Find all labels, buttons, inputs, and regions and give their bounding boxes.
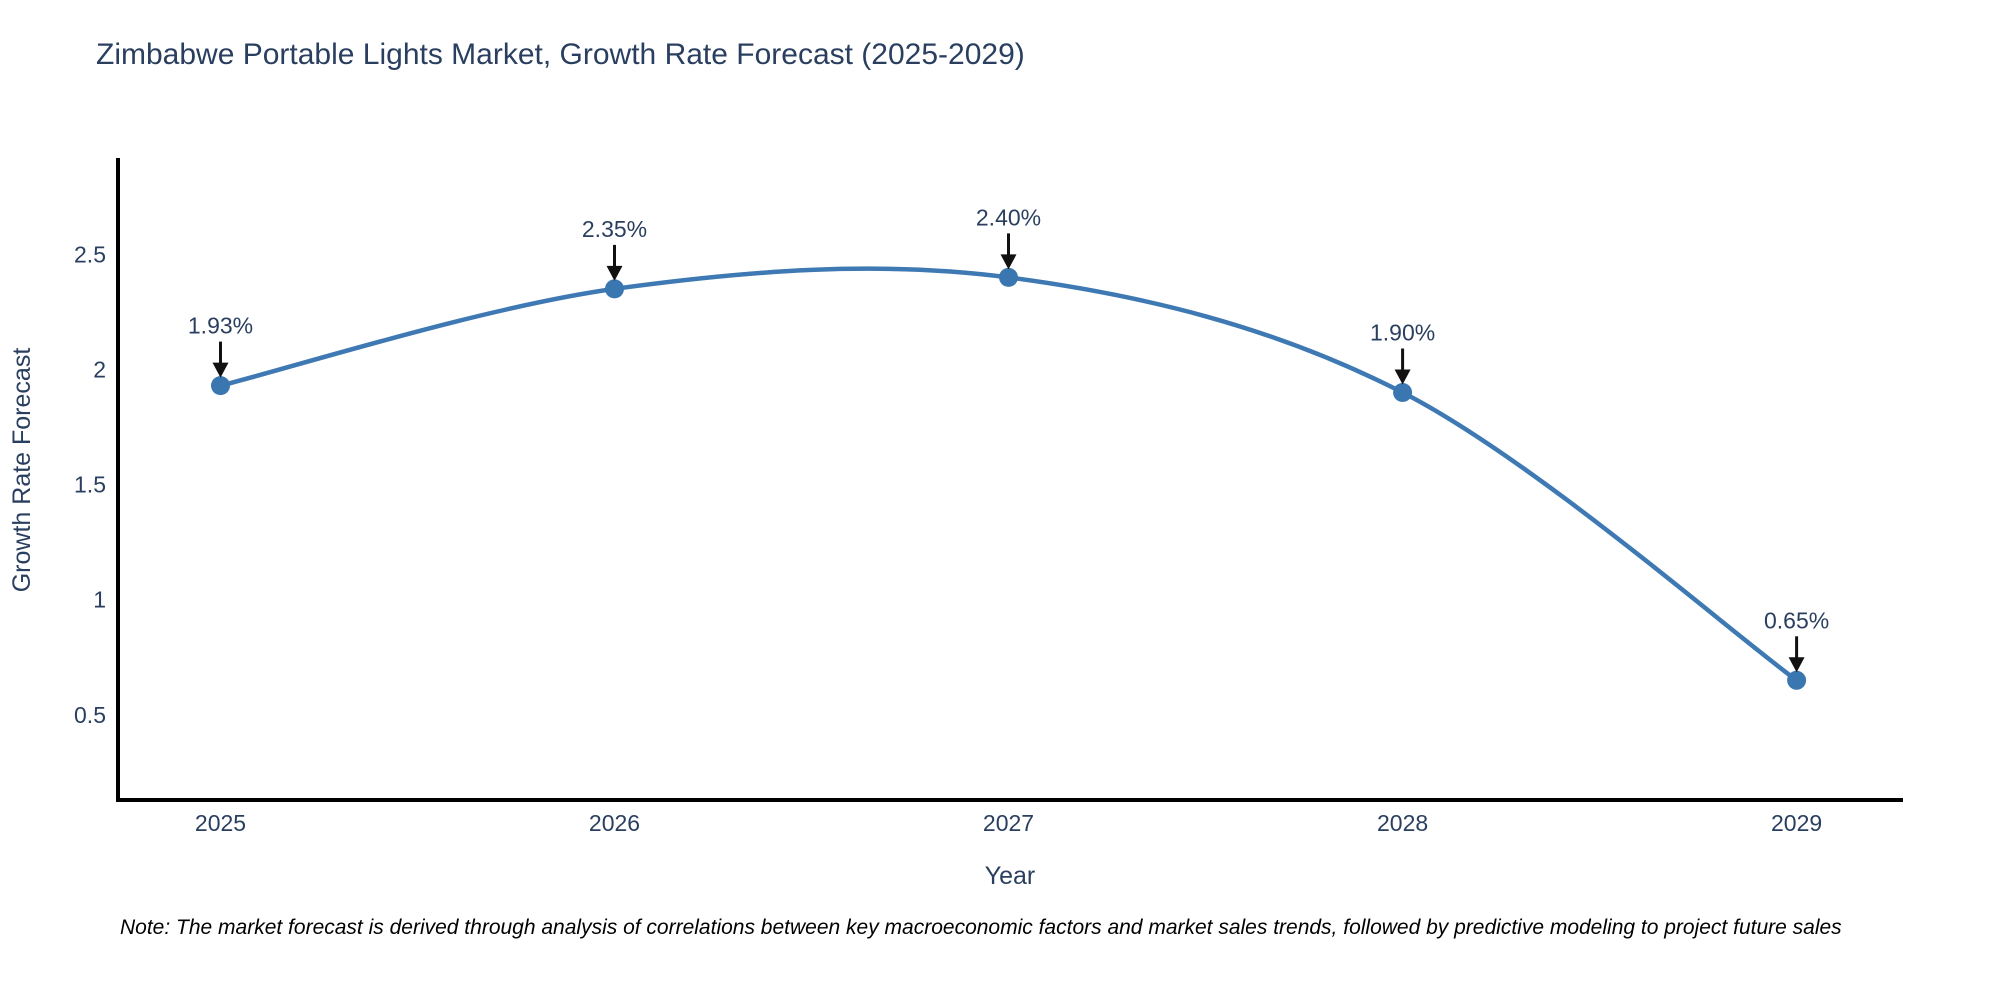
data-point-marker — [1393, 383, 1413, 402]
annotations-group: 1.93% 2.35% 2.40% 1.90% 0.65% — [188, 204, 1829, 673]
x-tick-label: 2029 — [1771, 810, 1822, 836]
annotation-arrow-head — [212, 362, 229, 378]
x-tick-label: 2026 — [589, 810, 640, 836]
x-tick-label: 2028 — [1377, 810, 1428, 836]
data-point-marker — [1787, 670, 1807, 690]
annotation-arrow-head — [1788, 657, 1805, 673]
data-point-label: 2.40% — [976, 204, 1041, 230]
x-axis-title: Year — [985, 862, 1036, 890]
y-axis-title: Growth Rate Forecast — [8, 348, 36, 593]
data-point-label: 1.90% — [1370, 320, 1435, 346]
axis-ticks-group: 0.5 1 1.5 2 2.5 2025 2026 2027 2028 2029 — [74, 241, 1822, 836]
data-point-label: 1.93% — [188, 313, 253, 339]
data-point-marker — [605, 279, 624, 299]
data-point-label: 2.35% — [582, 216, 647, 242]
y-tick-label: 0.5 — [74, 702, 106, 728]
series-line — [218, 266, 1799, 683]
y-tick-label: 2 — [93, 357, 106, 383]
data-point-label: 0.65% — [1764, 607, 1829, 633]
footnote-text: Note: The market forecast is derived thr… — [120, 916, 1842, 939]
series-line-group — [211, 266, 1807, 690]
y-tick-label: 2.5 — [74, 241, 106, 267]
data-point-marker — [999, 267, 1018, 287]
data-point-marker — [211, 376, 230, 396]
x-tick-label: 2025 — [195, 810, 246, 836]
y-tick-label: 1.5 — [74, 472, 106, 498]
chart-title: Zimbabwe Portable Lights Market, Growth … — [96, 38, 1025, 71]
x-tick-label: 2027 — [983, 810, 1034, 836]
y-tick-label: 1 — [93, 587, 106, 613]
annotation-arrow-head — [606, 265, 623, 281]
annotation-arrow-head — [1000, 254, 1017, 270]
annotation-arrow-head — [1394, 369, 1411, 385]
